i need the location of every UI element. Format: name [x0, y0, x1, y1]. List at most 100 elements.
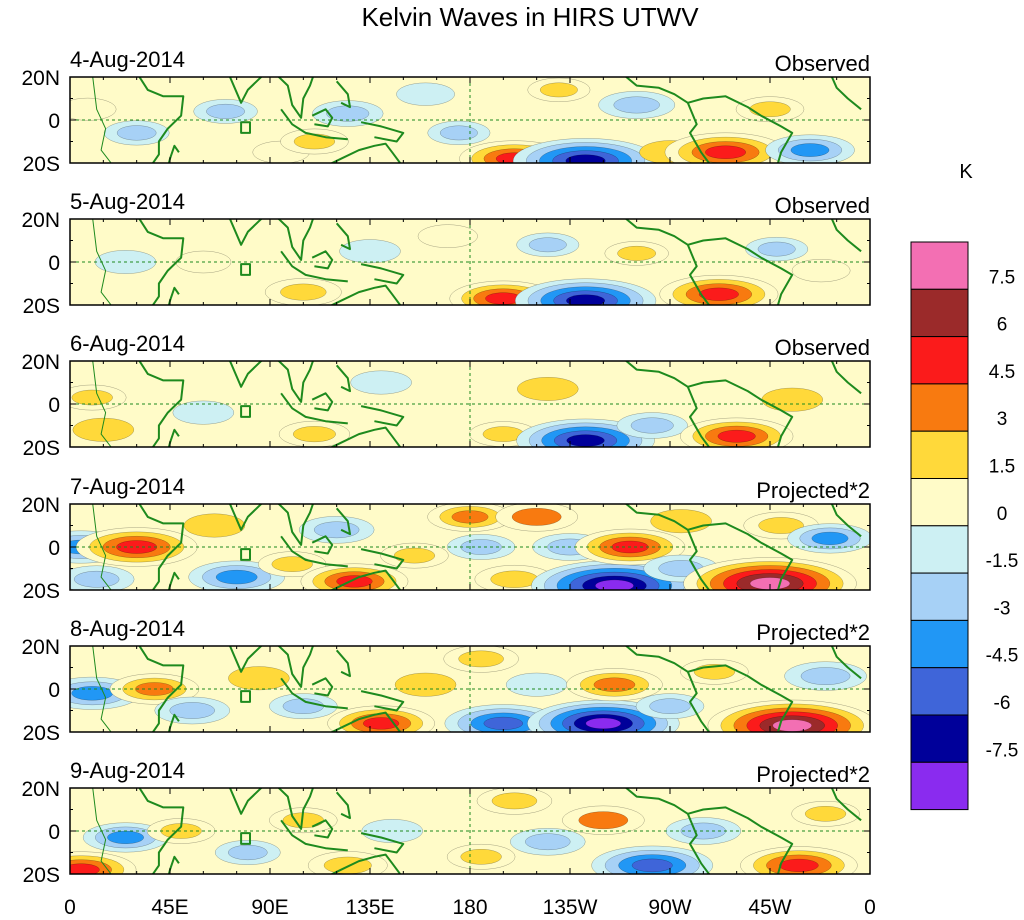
africa-borders	[92, 504, 112, 590]
x-tick-label: 45W	[748, 896, 791, 919]
colorbar-swatch	[910, 619, 969, 669]
positive-anomaly	[680, 658, 749, 685]
reference-box	[240, 832, 251, 845]
colorbar-swatch	[910, 383, 969, 432]
x-tick-label: 0	[864, 896, 876, 919]
negative-anomaly	[427, 120, 491, 146]
positive-anomaly	[300, 563, 409, 590]
negative-anomaly	[787, 523, 870, 554]
y-tick-label: 0	[48, 537, 60, 560]
colorbar-swatch	[910, 336, 969, 385]
panel-type-label: Projected*2	[756, 762, 870, 787]
africa-coastline	[138, 361, 185, 447]
negative-anomaly	[193, 99, 258, 124]
y-tick-label: 20S	[23, 580, 60, 603]
africa-coastline	[138, 788, 185, 874]
colorbar-swatch	[910, 572, 969, 621]
y-tick-label: 0	[48, 821, 60, 844]
y-tick-label: 0	[48, 679, 60, 702]
contour-level	[804, 805, 847, 822]
contour-level	[761, 387, 823, 412]
y-tick-label: 20N	[21, 636, 60, 659]
coastlines	[92, 77, 862, 163]
contour-level	[394, 672, 457, 697]
panel-date: 4-Aug-2014	[70, 47, 185, 72]
y-tick-label: 20S	[23, 295, 60, 318]
colorbar-tick-label: 3	[997, 409, 1008, 430]
indochina-coastline	[277, 504, 314, 546]
india-coastline	[227, 646, 263, 673]
colorbar-tick-label: 0	[997, 504, 1008, 525]
coastlines	[92, 361, 862, 447]
negative-anomaly	[82, 822, 169, 853]
indonesia-coastline	[280, 819, 348, 852]
indonesia-coastline	[280, 108, 348, 141]
positive-anomaly	[680, 417, 794, 447]
new-guinea-coastline	[360, 690, 405, 712]
reference-box	[240, 263, 251, 276]
colorbar-tick-label: 7.5	[989, 267, 1015, 288]
negative-anomaly	[339, 239, 401, 264]
panel-date: 8-Aug-2014	[70, 616, 185, 641]
contour-level	[617, 245, 657, 261]
contour-level	[439, 125, 478, 141]
india-coastline	[227, 788, 263, 815]
positive-anomaly	[735, 96, 805, 123]
contour-level	[528, 237, 567, 253]
positive-anomaly	[707, 699, 870, 732]
madagascar-coastline	[167, 428, 180, 447]
negative-anomaly	[516, 232, 580, 257]
south-america-west-coast	[686, 813, 711, 874]
positive-anomaly	[761, 387, 823, 412]
positive-anomaly	[70, 384, 127, 411]
chart-title: Kelvin Waves in HIRS UTWV	[361, 2, 699, 32]
madagascar-coastline	[167, 855, 180, 874]
colorbar-swatch	[910, 714, 969, 763]
contour-field	[70, 77, 870, 163]
americas-coastline	[624, 788, 794, 874]
colorbar-swatch	[910, 761, 969, 811]
colorbar-unit: K	[959, 161, 973, 183]
contour-level	[491, 792, 538, 810]
indochina-coastline	[277, 219, 314, 261]
contour-level	[206, 103, 245, 119]
new-guinea-coastline	[360, 832, 405, 854]
contour-level	[593, 677, 636, 692]
y-tick-label: 20S	[23, 153, 60, 176]
positive-anomaly	[146, 818, 216, 844]
y-tick-label: 0	[48, 394, 60, 417]
x-tick-label: 90W	[648, 896, 691, 919]
colorbar-swatch	[910, 430, 969, 480]
positive-anomaly	[443, 646, 519, 673]
y-tick-label: 20N	[21, 351, 60, 374]
negative-anomaly	[103, 120, 170, 146]
colorbar-swatch	[910, 667, 969, 716]
colorbar-swatch	[910, 241, 969, 290]
contour-level	[326, 105, 370, 122]
contour-level	[811, 531, 849, 545]
contour-level	[613, 96, 660, 114]
coastlines	[92, 788, 862, 874]
contour-level	[396, 82, 455, 106]
philippines-coastline	[335, 507, 351, 536]
contour-level	[350, 370, 412, 395]
australia-coastline	[329, 853, 402, 874]
philippines-coastline	[335, 364, 351, 393]
negative-anomaly	[446, 534, 516, 560]
india-coastline	[227, 504, 263, 531]
negative-anomaly	[635, 693, 705, 720]
contour-field	[70, 788, 870, 874]
contour-level	[271, 556, 313, 573]
negative-anomaly	[350, 370, 412, 395]
contour-level	[71, 389, 113, 406]
india-coastline	[227, 219, 263, 246]
x-tick-label: 180	[452, 896, 487, 919]
negative-anomaly	[516, 418, 655, 447]
contour-field	[70, 219, 870, 305]
borneo-coastline	[311, 677, 334, 697]
positive-anomaly	[280, 128, 349, 155]
panel-date: 9-Aug-2014	[70, 758, 185, 783]
contour-level	[490, 570, 539, 588]
positive-anomaly	[683, 557, 857, 590]
